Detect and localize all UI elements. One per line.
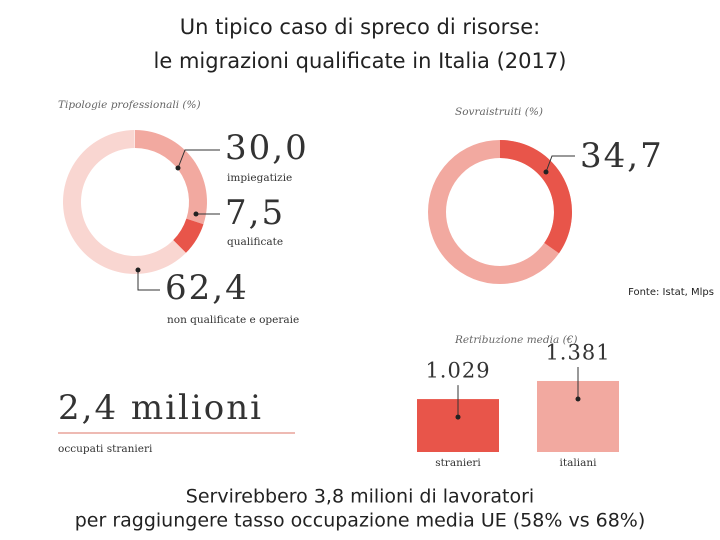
section-title: Retribuzione media (€) <box>454 334 577 346</box>
value-label: 30,0 <box>225 128 309 168</box>
leader-dot <box>575 396 581 402</box>
value-label: 1.381 <box>545 340 610 364</box>
title-line: Un tipico caso di spreco di risorse: <box>180 15 540 39</box>
leader-dot <box>543 169 549 175</box>
stat-value: 2,4 milioni <box>58 388 263 428</box>
leader-dot <box>135 267 141 273</box>
leader-dot <box>193 211 199 217</box>
donut-slice <box>135 130 207 225</box>
category-label: impiegatizie <box>227 172 292 184</box>
value-label: 7,5 <box>225 193 285 233</box>
value-label: 34,7 <box>580 136 664 176</box>
category-label: qualificate <box>227 236 283 248</box>
stat-label: occupati stranieri <box>58 443 153 455</box>
donut-slice <box>500 140 572 254</box>
donut-slice <box>62 130 186 274</box>
donut-slice <box>173 218 204 253</box>
leader-line <box>545 155 575 173</box>
leader-line <box>177 149 220 169</box>
leader-dot <box>455 414 461 420</box>
category-label: italiani <box>560 457 598 469</box>
leader-dot <box>175 165 181 171</box>
footer-line: per raggiungere tasso occupazione media … <box>75 510 646 532</box>
value-label: 1.029 <box>425 359 490 383</box>
section-title: Sovraistruiti (%) <box>455 106 543 118</box>
category-label: non qualificate e operaie <box>167 314 299 326</box>
footer-line: Servirebbero 3,8 milioni di lavoratori <box>186 486 534 508</box>
section-title: Tipologie professionali (%) <box>58 99 201 111</box>
title-line: le migrazioni qualificate in Italia (201… <box>154 49 567 73</box>
source: Fonte: Istat, Mlps <box>628 287 714 298</box>
category-label: stranieri <box>435 457 481 469</box>
leader-line <box>137 270 160 291</box>
value-label: 62,4 <box>165 268 249 308</box>
